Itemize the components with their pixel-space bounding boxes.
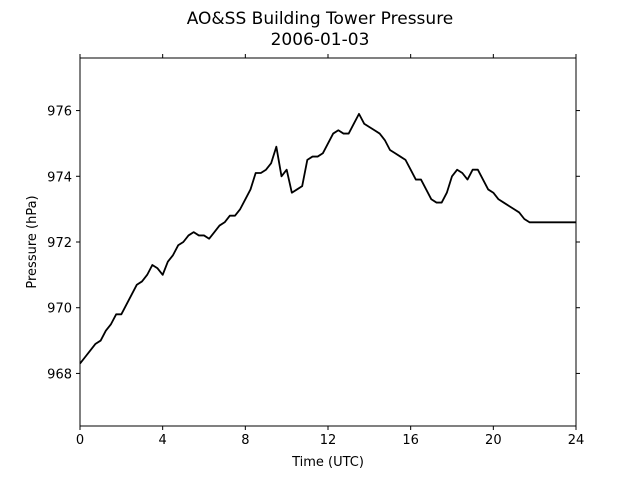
x-tick-label: 8: [241, 433, 249, 448]
y-tick-label: 974: [47, 170, 72, 185]
x-tick-label: 12: [320, 433, 337, 448]
chart-title: AO&SS Building Tower Pressure: [187, 9, 454, 29]
y-tick-label: 972: [47, 236, 72, 251]
x-tick-label: 0: [76, 433, 84, 448]
x-axis-label: Time (UTC): [291, 455, 364, 470]
x-tick-label: 24: [568, 433, 585, 448]
y-tick-label: 968: [47, 367, 72, 382]
y-axis-label: Pressure (hPa): [25, 195, 40, 288]
plot-area-frame: [79, 57, 577, 427]
y-tick-label: 976: [47, 105, 72, 120]
x-tick-label: 16: [402, 433, 419, 448]
y-axis-ticks: 968 970 972 974 976: [47, 105, 580, 382]
y-tick-label: 970: [47, 302, 72, 317]
x-tick-label: 4: [159, 433, 167, 448]
x-axis-ticks: 0 4 8 12 16 20 24: [76, 54, 584, 448]
chart-subtitle: 2006-01-03: [271, 30, 370, 50]
pressure-series-line: [79, 112, 576, 365]
x-tick-label: 20: [485, 433, 502, 448]
series-layer: [79, 112, 576, 365]
